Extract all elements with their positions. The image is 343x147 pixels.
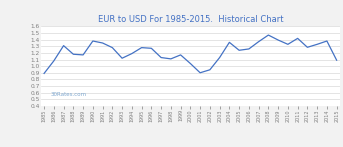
Text: 30Rates.com: 30Rates.com [50,92,86,97]
Title: EUR to USD For 1985-2015.  Historical Chart: EUR to USD For 1985-2015. Historical Cha… [98,15,283,24]
